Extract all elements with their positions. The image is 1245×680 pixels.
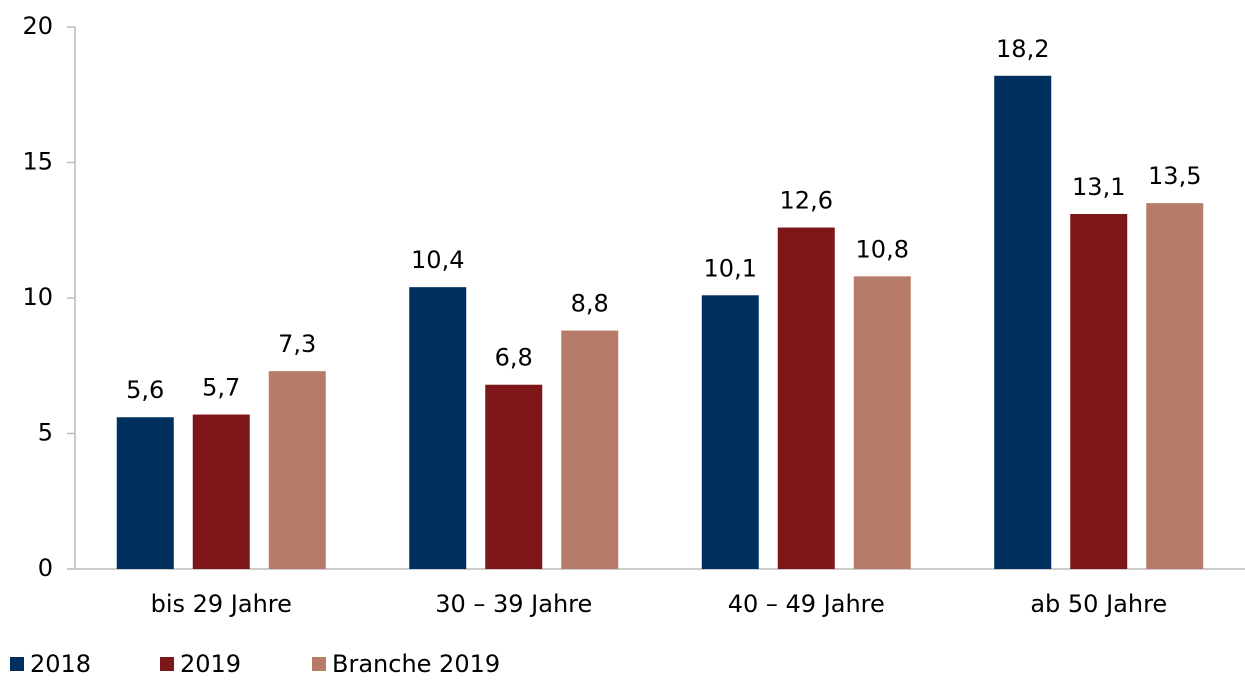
bar — [268, 371, 326, 569]
data-label: 6,8 — [495, 344, 533, 372]
bar — [994, 75, 1052, 569]
bar — [116, 417, 174, 569]
data-label: 13,1 — [1072, 173, 1125, 201]
legend-label: 2018 — [30, 650, 91, 678]
data-label: 8,8 — [571, 290, 609, 318]
data-label: 10,8 — [856, 235, 909, 263]
y-tick-label: 5 — [38, 419, 53, 447]
bar — [701, 295, 759, 569]
bar — [409, 287, 467, 569]
legend-swatch — [160, 657, 174, 671]
y-tick-label: 0 — [38, 554, 53, 582]
data-label: 5,7 — [202, 374, 240, 402]
data-label: 12,6 — [780, 187, 833, 215]
data-label: 7,3 — [278, 330, 316, 358]
data-label: 13,5 — [1148, 162, 1201, 190]
x-tick-label: 40 – 49 Jahre — [728, 590, 885, 618]
data-label: 5,6 — [126, 376, 164, 404]
legend-label: 2019 — [180, 650, 241, 678]
x-tick-label: bis 29 Jahre — [151, 590, 292, 618]
bar — [1070, 213, 1128, 570]
bar — [777, 227, 835, 570]
legend-swatch — [312, 657, 326, 671]
bar — [853, 276, 911, 569]
data-label: 10,1 — [704, 254, 757, 282]
y-tick-label: 15 — [22, 148, 53, 176]
data-label: 10,4 — [411, 246, 464, 274]
data-label: 18,2 — [996, 35, 1049, 63]
legend-label: Branche 2019 — [332, 650, 500, 678]
y-tick-label: 20 — [22, 12, 53, 40]
y-tick-label: 10 — [22, 283, 53, 311]
x-tick-label: ab 50 Jahre — [1030, 590, 1167, 618]
x-tick-label: 30 – 39 Jahre — [435, 590, 592, 618]
legend-swatch — [10, 657, 24, 671]
bar — [485, 384, 543, 569]
bar — [561, 330, 619, 569]
bar — [1146, 203, 1204, 569]
bar — [192, 414, 250, 569]
